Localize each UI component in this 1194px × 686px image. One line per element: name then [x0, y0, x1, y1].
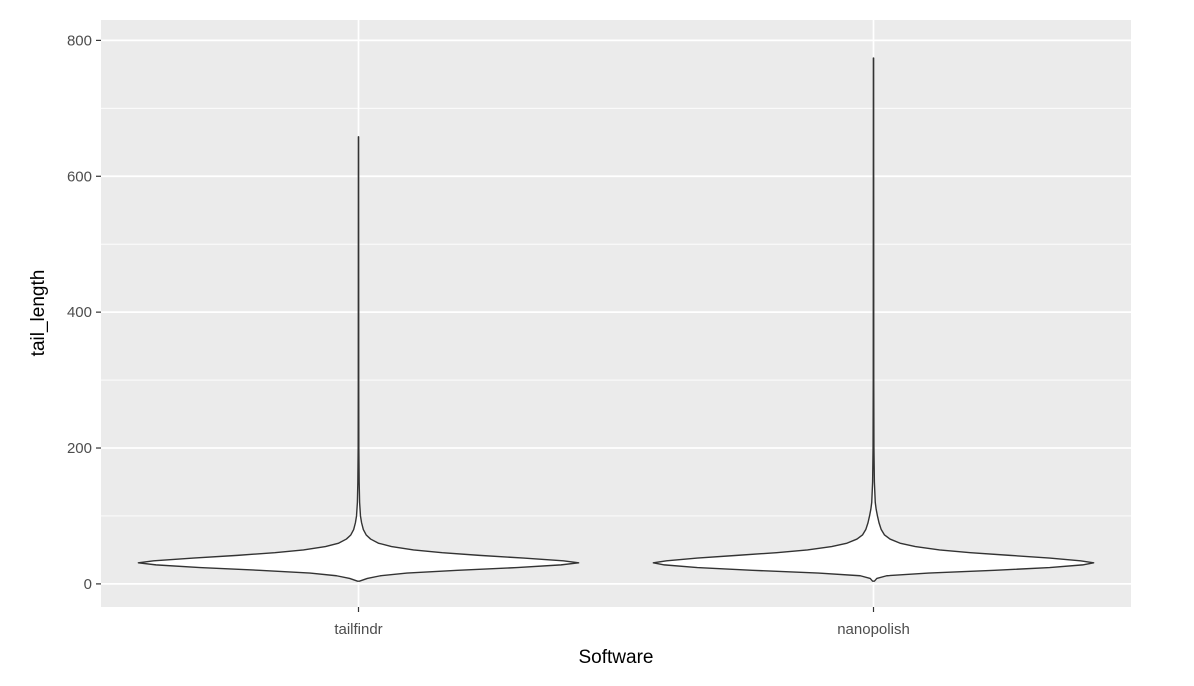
violin-nanopolish — [652, 57, 1095, 582]
plot-panel — [101, 20, 1131, 607]
x-axis-title: Software — [579, 647, 654, 668]
y-tick-label: 400 — [67, 304, 92, 321]
y-axis: 0 200 400 600 800 — [67, 32, 101, 593]
y-tick-label: 800 — [67, 32, 92, 49]
minor-gridlines — [101, 107, 1131, 517]
y-axis-title: tail_length — [28, 270, 49, 357]
violins — [137, 57, 1095, 582]
y-tick-label: 200 — [67, 440, 92, 457]
violin-tailfindr — [137, 136, 580, 582]
x-axis: tailfindr nanopolish — [334, 607, 910, 638]
x-tick-label: nanopolish — [837, 621, 910, 638]
y-tick-label: 600 — [67, 168, 92, 185]
x-tick-label: tailfindr — [334, 621, 382, 638]
y-tick-label: 0 — [84, 576, 92, 593]
